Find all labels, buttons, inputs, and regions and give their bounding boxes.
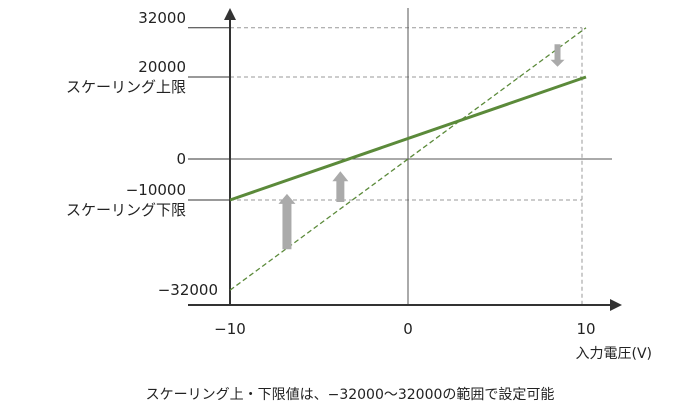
arrows bbox=[278, 44, 565, 250]
series-line-solid bbox=[229, 75, 587, 202]
arrow-up-2 bbox=[278, 193, 296, 250]
x-tick-label: 0 bbox=[403, 320, 413, 338]
y-tick-label: 0 bbox=[176, 150, 186, 168]
y-tick-label: −32000 bbox=[158, 281, 218, 299]
arrow-down-0 bbox=[550, 44, 565, 67]
x-tick-label: −10 bbox=[214, 320, 246, 338]
arrow-up-1 bbox=[332, 171, 349, 203]
x-tick-label: 10 bbox=[576, 320, 595, 338]
y-tick-label: 20000 bbox=[138, 58, 186, 76]
y-tick-label: 32000 bbox=[138, 9, 186, 27]
axes bbox=[188, 8, 622, 311]
scaling-caption: スケーリング上・下限値は、−32000〜32000の範囲で設定可能 bbox=[145, 387, 555, 403]
y-tick-label: −10000 bbox=[126, 181, 186, 199]
x-axis-arrowhead bbox=[610, 299, 622, 311]
x-axis-title: 入力電圧(V) bbox=[575, 346, 652, 362]
scaling-lower-label: スケーリング下限 bbox=[66, 201, 186, 219]
scaling-upper-label: スケーリング上限 bbox=[66, 78, 186, 96]
y-axis-arrowhead bbox=[224, 8, 236, 20]
